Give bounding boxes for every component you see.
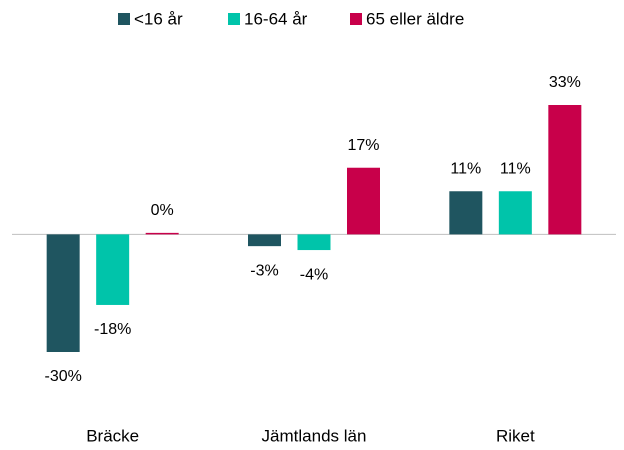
bar bbox=[248, 234, 281, 247]
bar bbox=[498, 191, 532, 235]
data-label: 11% bbox=[450, 160, 481, 177]
x-tick-label: Jämtlands län bbox=[262, 426, 367, 445]
bar bbox=[145, 232, 179, 235]
bar bbox=[297, 234, 331, 251]
data-label: 0% bbox=[151, 202, 174, 219]
bar bbox=[548, 105, 582, 235]
legend-swatch bbox=[350, 13, 362, 25]
bar bbox=[46, 234, 80, 352]
data-label: 11% bbox=[500, 160, 531, 177]
legend-swatch bbox=[228, 13, 240, 25]
legend-label: 65 eller äldre bbox=[366, 9, 464, 28]
data-label: -18% bbox=[94, 321, 131, 338]
data-label: -3% bbox=[250, 262, 278, 279]
bar bbox=[347, 167, 380, 235]
bar bbox=[449, 191, 483, 235]
legend-label: 16-64 år bbox=[244, 9, 308, 28]
x-tick-label: Riket bbox=[496, 426, 535, 445]
data-label: 33% bbox=[549, 74, 581, 91]
bar bbox=[96, 234, 130, 305]
legend-swatch bbox=[118, 13, 130, 25]
data-label: -4% bbox=[300, 266, 328, 283]
data-label: 17% bbox=[347, 137, 379, 154]
legend-label: <16 år bbox=[134, 9, 183, 28]
x-tick-label: Bräcke bbox=[86, 426, 139, 445]
data-label: -30% bbox=[44, 368, 81, 385]
